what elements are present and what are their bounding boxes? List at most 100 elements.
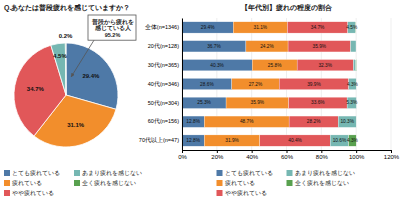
- tick-label: 60%: [281, 154, 294, 160]
- legend-label: あまり疲れを感じない: [82, 170, 142, 177]
- data-label: 4.5%: [53, 53, 67, 59]
- pie-slice: [65, 43, 67, 95]
- category-label: 30代(n=365): [148, 62, 179, 68]
- tick: 70代以上(n=47): [139, 137, 179, 143]
- legend-label: とても疲れている: [12, 170, 60, 176]
- tick: 60代(n=156): [148, 118, 179, 124]
- tick: 40%: [246, 150, 259, 160]
- legend-label: やや疲れている: [225, 190, 267, 196]
- bar-segment: [288, 41, 351, 52]
- bar-segment: [246, 41, 288, 52]
- legend-label: あまり疲れを感じない: [295, 170, 355, 177]
- chart-container: Q.あなたは普段疲れを感じていますか？29.4%31.1%34.7%4.5%0.…: [0, 0, 400, 214]
- tick-mark: [287, 150, 288, 153]
- tick-label: 40%: [246, 154, 259, 160]
- data-label: 40.4%: [288, 138, 302, 143]
- tick: 100%: [349, 150, 365, 160]
- chart-title: Q.あなたは普段疲れを感じていますか？: [4, 3, 130, 12]
- legend-item: 全く疲れを感じない: [74, 180, 136, 187]
- data-label: 12.8%: [186, 119, 200, 124]
- legend-label: とても疲れている: [225, 170, 273, 176]
- bar-segment: [182, 116, 204, 127]
- bar-segment: [232, 78, 279, 89]
- bar-segment: [355, 41, 356, 52]
- tick: 20%: [211, 150, 224, 160]
- category-label: 40代(n=346): [148, 81, 179, 87]
- bar-segment: [260, 135, 330, 146]
- pie-slice: [51, 43, 66, 95]
- tick: 20代(n=128): [148, 43, 179, 49]
- tick-label: 0%: [178, 154, 187, 160]
- legend-item: あまり疲れを感じない: [74, 170, 142, 177]
- legend-item: やや疲れている: [4, 190, 54, 196]
- annotation-line: 95.2%: [105, 32, 121, 38]
- data-label: 24.2%: [260, 44, 274, 49]
- tick: 30代(n=365): [148, 62, 179, 68]
- data-label: 0.2%: [59, 33, 73, 39]
- chart-title: 【年代別】疲れの程度の割合: [241, 3, 332, 12]
- grid: [182, 18, 391, 150]
- bar-segment: [289, 116, 338, 127]
- bar-segment: [182, 97, 226, 108]
- data-label: 34.7%: [27, 86, 45, 92]
- bar-segment: [287, 22, 347, 33]
- bar-segment: [279, 78, 348, 89]
- annotation-box: [88, 15, 136, 40]
- bar-segment: [297, 59, 353, 70]
- legend-item: 疲れている: [217, 180, 255, 186]
- data-label: 31.1%: [253, 25, 267, 30]
- legend-label: 疲れている: [225, 180, 255, 186]
- legend-label: 疲れている: [12, 180, 42, 186]
- data-label: 32.3%: [318, 63, 332, 68]
- data-label: 12.8%: [186, 138, 200, 143]
- tick: 120%: [384, 150, 400, 160]
- data-label: 48.7%: [240, 119, 254, 124]
- bar-chart: 【年代別】疲れの程度の割合 0% 20% 40% 60% 80% 100% 120% 全体(n=…: [139, 3, 400, 160]
- data-label: 27.2%: [249, 82, 263, 87]
- data-label: 28.6%: [200, 82, 214, 87]
- tick: 0%: [178, 150, 187, 160]
- legend-label: 全く疲れを感じない: [82, 180, 136, 187]
- tick-mark: [356, 150, 357, 153]
- bar-segment: [338, 116, 356, 127]
- legend-item: 全く疲れを感じない: [287, 180, 349, 187]
- legend-item: 疲れている: [4, 180, 42, 186]
- category-label: 20代(n=128): [148, 43, 179, 49]
- axis-line: [182, 19, 183, 151]
- tick-mark: [391, 150, 392, 153]
- bar-segment: [204, 116, 289, 127]
- data-label: 40.3%: [210, 63, 224, 68]
- data-label: 4.5%: [346, 25, 358, 30]
- legend-item: とても疲れている: [4, 170, 60, 176]
- bar-segment: [289, 97, 348, 108]
- annotation-arrow: [71, 40, 94, 77]
- legend-label: 全く疲れを感じない: [295, 180, 349, 187]
- data-labels: 29.4%31.1%34.7%4.5%0.2%: [27, 33, 100, 128]
- data-label: 4.3%: [347, 138, 359, 143]
- legend-swatch: [217, 190, 223, 196]
- bar-segment: [353, 59, 355, 70]
- data-label: 28.2%: [307, 119, 321, 124]
- series: [260, 22, 354, 146]
- legend-item: とても疲れている: [217, 170, 273, 176]
- tick: 80%: [316, 150, 329, 160]
- tick-label: 100%: [349, 154, 365, 160]
- bar-segment: [182, 135, 204, 146]
- data-label: 34.7%: [311, 25, 325, 30]
- bar-segment: [226, 97, 289, 108]
- tick-mark: [252, 150, 253, 153]
- tick-label: 120%: [384, 154, 400, 160]
- x-axis: 0% 20% 40% 60% 80% 100% 120%: [178, 150, 400, 160]
- legend-swatch: [287, 170, 293, 176]
- bar-segment: [330, 135, 348, 146]
- tick: 全体(n=1346): [145, 24, 179, 30]
- legend-swatch: [74, 180, 80, 186]
- data-label: 10.3%: [340, 119, 354, 124]
- data-label: 10.6%: [333, 138, 347, 143]
- bar-segment: [252, 59, 297, 70]
- data-label: 31.1%: [67, 122, 85, 128]
- legend-swatch: [217, 170, 223, 176]
- bar-segment: [351, 41, 356, 52]
- tick: 60%: [281, 150, 294, 160]
- category-label: 70代以上(n=47): [139, 137, 179, 143]
